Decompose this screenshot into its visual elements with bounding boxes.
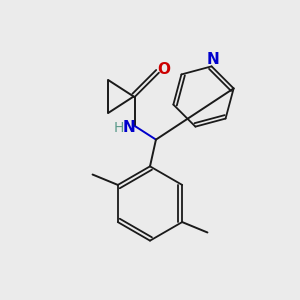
Text: N: N: [207, 52, 219, 67]
Text: H: H: [114, 121, 124, 135]
Text: O: O: [157, 62, 170, 77]
Text: N: N: [123, 120, 136, 135]
